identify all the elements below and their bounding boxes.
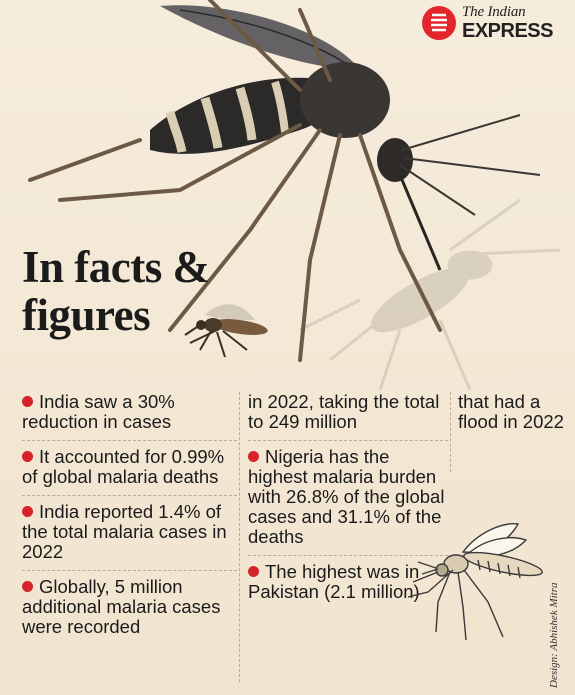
fact-item: that had a flood in 2022 [458,391,564,432]
brand-mark-icon [422,6,456,40]
fact-item: It accounted for 0.99% of global malaria… [22,441,237,496]
the-indian-express-logo: The Indian EXPRESS [422,4,572,44]
fact-item: India saw a 30% reduction in cases [22,386,237,441]
red-bullet-icon [248,451,259,462]
column-divider [450,392,451,472]
title-line-1: In facts & [22,242,210,292]
brand-line-2: EXPRESS [462,20,553,42]
column-divider [239,392,240,682]
facts-column-2: in 2022, taking the total to 249 million… [248,386,448,610]
fact-item: India reported 1.4% of the total malaria… [22,496,237,571]
page-title: In facts & figures [22,243,252,339]
red-bullet-icon [22,396,33,407]
red-bullet-icon [22,451,33,462]
red-bullet-icon [248,566,259,577]
design-credit: Design: Abhishek Mitra [548,582,560,688]
red-bullet-icon [22,581,33,592]
facts-column-3: that had a flood in 2022 [458,386,568,440]
title-line-2: figures [22,290,151,340]
fact-item: Nigeria has the highest malaria burden w… [248,441,448,556]
fact-item: in 2022, taking the total to 249 million [248,386,448,441]
fact-item: The highest was in Pakistan (2.1 million… [248,561,420,602]
mosquito-illustration [28,0,561,391]
fact-item: Globally, 5 million additional malaria c… [22,576,221,637]
red-bullet-icon [22,506,33,517]
mosquito-sketch [408,523,543,641]
brand-line-1: The Indian [462,4,526,20]
facts-column-1: India saw a 30% reduction in cases It ac… [22,386,237,645]
